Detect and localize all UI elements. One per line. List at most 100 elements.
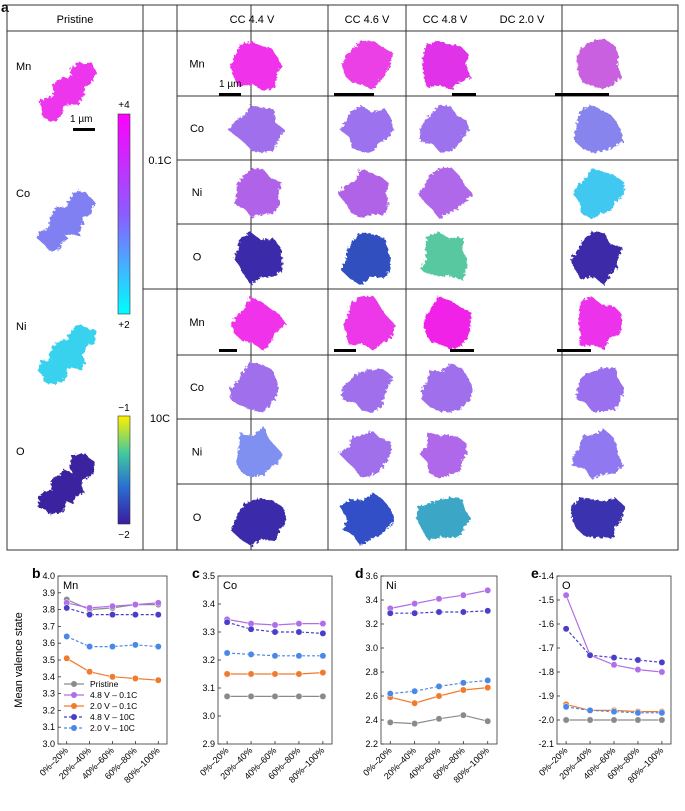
- chart-d-point: [459, 686, 467, 694]
- chart-e-point: [562, 591, 570, 599]
- chart-d-point: [435, 715, 443, 723]
- particle-10C-co-4: [576, 367, 625, 412]
- chart-d-point: [411, 720, 419, 728]
- chart-c-point: [223, 649, 231, 657]
- chart-e-point: [562, 716, 570, 724]
- chart-e: eO-2.1-2.0-1.9-1.8-1.7-1.6-1.5-1.40%–20%…: [531, 565, 672, 785]
- particle-0.1C-mn-2: [342, 40, 394, 90]
- chart-e-ytick-label: -2.1: [538, 739, 554, 749]
- particle-0.1C-co-3: [419, 105, 470, 153]
- particle-10C-o-1: [231, 498, 287, 546]
- chart-e-point: [586, 716, 594, 724]
- row-label-10C-o: O: [193, 512, 202, 524]
- chart-c-point: [295, 692, 303, 700]
- chart-d-point: [435, 608, 443, 616]
- scalebar-pristine: [73, 128, 95, 131]
- chart-c-panel-label: c: [192, 565, 200, 581]
- row-label-0.1C-mn: Mn: [189, 59, 204, 71]
- particle-0.1C-o-3: [420, 232, 467, 281]
- chart-b-point: [154, 643, 162, 651]
- chart-e-point: [610, 661, 618, 669]
- chart-e-title: O: [562, 580, 571, 592]
- particle-0.1C-co-4: [574, 105, 624, 153]
- chart-e-point: [658, 658, 666, 666]
- scalebar-01c-col1: [219, 93, 241, 96]
- legend-entry: 4.8 V – 10C: [90, 712, 135, 722]
- chart-d-ytick-label: 2.4: [365, 715, 378, 725]
- particle-10C-mn-1: [231, 296, 287, 351]
- chart-b-ytick-label: 3.8: [42, 605, 55, 615]
- scalebar-pristine-label: 1 µm: [70, 114, 92, 125]
- chart-d-point: [411, 699, 419, 707]
- chart-d-point: [435, 682, 443, 690]
- chart-d-point: [484, 717, 492, 725]
- chart-d-panel-label: d: [355, 565, 364, 581]
- particle-0.1C-ni-4: [573, 168, 625, 220]
- chart-d-point: [386, 690, 394, 698]
- chart-e-ytick-label: -1.8: [538, 667, 554, 677]
- particle-pristine-mn: [38, 61, 98, 121]
- chart-e-point: [610, 708, 618, 716]
- chart-b-point: [63, 633, 71, 640]
- chart-e-point: [634, 716, 642, 724]
- pristine-label-mn: Mn: [16, 61, 31, 73]
- particle-10C-ni-2: [339, 430, 392, 478]
- chart-e-point: [610, 654, 618, 662]
- legend-marker: [71, 692, 77, 698]
- particle-0.1C-ni-1: [234, 168, 283, 218]
- chart-e-series-line-4: [565, 628, 662, 663]
- chart-e-panel-label: e: [531, 565, 539, 581]
- chart-b-ytick-label: 3.1: [42, 722, 55, 732]
- chart-e-point: [562, 625, 570, 633]
- chart-e-series-line-5: [566, 706, 662, 714]
- chart-d-point: [484, 684, 492, 692]
- chart-c-point: [271, 628, 279, 636]
- scalebar-01c-col2: [334, 93, 374, 96]
- colorbar-tm: [117, 113, 131, 315]
- chart-c-point: [247, 625, 255, 633]
- chart-e-ytick-label: -1.6: [538, 619, 554, 629]
- chart-c: cCo2.93.03.13.23.33.43.50%–20%20%–40%40%…: [192, 565, 333, 785]
- rate-label-10C: 10C: [150, 413, 170, 425]
- chart-c-point: [319, 620, 327, 628]
- chart-e-point: [634, 656, 642, 664]
- particle-10C-co-2: [341, 369, 394, 413]
- colorbar-tm-min: +2: [118, 320, 130, 331]
- chart-e-ytick-label: -1.4: [538, 571, 554, 581]
- chart-e-point: [562, 703, 570, 711]
- chart-b-point: [86, 668, 94, 676]
- chart-d-point: [484, 676, 492, 684]
- chart-c-point: [247, 670, 255, 678]
- row-label-10C-ni: Ni: [192, 447, 202, 459]
- chart-c-point: [295, 620, 303, 628]
- chart-b-ytick-label: 3.6: [42, 638, 55, 648]
- chart-d-point: [411, 687, 419, 695]
- particle-0.1C-mn-3: [422, 40, 471, 90]
- legend-marker: [71, 681, 77, 687]
- chart-c-point: [223, 670, 231, 678]
- chart-c-point: [223, 692, 231, 700]
- chart-b-ytick-label: 3.0: [42, 739, 55, 749]
- row-label-0.1C-ni: Ni: [192, 187, 202, 199]
- chart-e-point: [658, 668, 666, 676]
- chart-b-ytick-label: 3.2: [42, 705, 55, 715]
- chart-d-point: [386, 718, 394, 726]
- chart-e-point: [586, 651, 594, 659]
- chart-c-series-line-4: [226, 621, 323, 634]
- chart-e-point: [658, 716, 666, 724]
- row-label-0.1C-co: Co: [190, 123, 204, 135]
- chart-c-point: [271, 652, 279, 660]
- chart-e-point: [586, 706, 594, 714]
- chart-b-point: [154, 599, 162, 607]
- legend-entry: 2.0 V – 0.1C: [90, 701, 137, 711]
- chart-c-point: [295, 652, 303, 660]
- chart-d-point: [459, 711, 467, 719]
- chart-b-point: [109, 611, 116, 619]
- particle-0.1C-co-1: [228, 105, 285, 153]
- chart-e-point: [634, 709, 642, 717]
- chart-d-ytick-label: 3.6: [365, 571, 378, 581]
- chart-d-ytick-label: 3.0: [365, 643, 378, 653]
- chart-b-point: [131, 611, 139, 619]
- legend-marker: [71, 714, 77, 720]
- legend-marker: [71, 725, 77, 731]
